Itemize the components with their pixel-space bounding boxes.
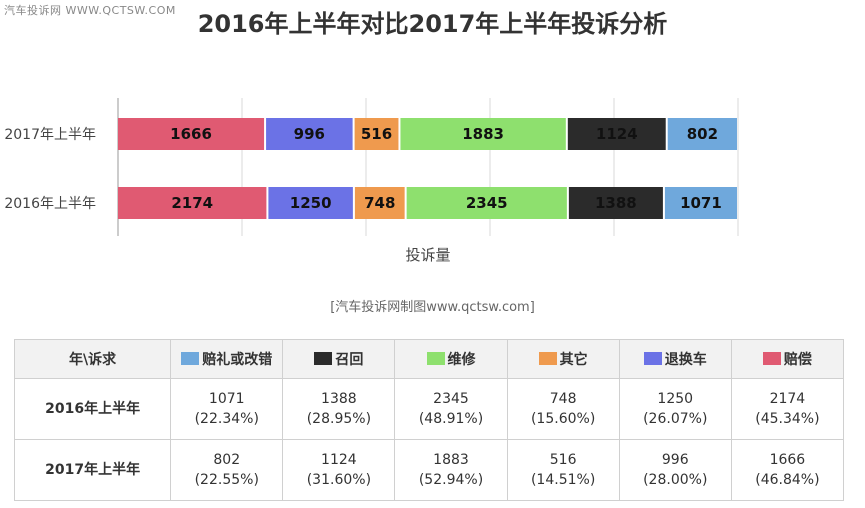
category-label: 2016年上半年 (4, 196, 96, 212)
legend-swatch (762, 352, 781, 365)
table-column-header: 赔偿 (730, 339, 845, 379)
cell-value: 1250 (657, 391, 694, 407)
bar-value-label: 1666 (170, 125, 212, 143)
chart-title: 2016年上半年对比2017年上半年投诉分析 (197, 10, 668, 38)
cell-value: 748 (549, 391, 577, 407)
cell-value: 1666 (769, 452, 806, 468)
column-label: 召回 (335, 352, 364, 368)
table-cell: 802 (22.55%) (170, 439, 284, 501)
bar-value-label: 1388 (595, 194, 637, 212)
cell-percent: (22.55%) (194, 472, 259, 488)
bar-segment (568, 187, 663, 219)
cell-percent: (26.07%) (643, 411, 708, 427)
bar-value-label: 516 (361, 125, 392, 143)
cell-percent: (31.60%) (306, 472, 372, 488)
bar-value-label: 1250 (290, 194, 332, 212)
cell-value: 1124 (321, 452, 357, 468)
legend-swatch (181, 352, 200, 365)
legend-swatch (643, 352, 662, 365)
bar-segment (400, 118, 566, 150)
table-row: 2017年上半年 802 (22.55%) 1124 (31.60%) 1883 (52.9… (13, 439, 845, 501)
bar-segment (567, 118, 666, 150)
table-cell: 748 (15.60%) (506, 378, 620, 440)
row-header: 2016年上半年 (13, 378, 172, 440)
bar-value-label: 2345 (466, 194, 508, 212)
table-cell: 2345 (48.91%) (394, 378, 508, 440)
bar-segment (354, 187, 405, 219)
cell-value: 2174 (769, 391, 806, 407)
legend-swatch (314, 352, 333, 365)
column-label: 退换车 (664, 352, 707, 368)
category-label: 2017年上半年 (4, 127, 96, 143)
bar-segment (118, 187, 267, 219)
source-caption: [汽车投诉网制图www.qctsw.com] (330, 300, 535, 315)
bar-segment (667, 118, 737, 150)
table-cell: 996 (28.00%) (618, 439, 732, 501)
table-corner-header: 年\诉求 (13, 339, 172, 379)
table-cell: 1666 (46.84%) (730, 439, 845, 501)
x-axis-label: 投诉量 (405, 246, 450, 264)
cell-percent: (52.94%) (418, 472, 484, 488)
table-cell: 1071 (22.34%) (170, 378, 284, 440)
bar-segment (406, 187, 567, 219)
bar-segment (354, 118, 399, 150)
table-cell: 516 (14.51%) (506, 439, 620, 501)
cell-percent: (28.95%) (306, 411, 372, 427)
column-label: 其它 (559, 352, 588, 368)
cell-percent: (22.34%) (194, 411, 259, 427)
row-header: 2017年上半年 (13, 439, 172, 501)
table-column-header: 其它 (506, 339, 620, 379)
bar-value-label: 748 (364, 194, 395, 212)
column-label: 维修 (447, 352, 476, 368)
bar-segment (118, 118, 265, 150)
table-cell: 2174 (45.34%) (730, 378, 845, 440)
cell-percent: (48.91%) (418, 411, 484, 427)
cell-percent: (14.51%) (530, 472, 596, 488)
table-column-header: 退换车 (618, 339, 732, 379)
table-column-header: 维修 (394, 339, 508, 379)
cell-value: 802 (213, 452, 241, 468)
bar-value-label: 1124 (596, 125, 638, 143)
cell-value: 1883 (433, 452, 469, 468)
cell-percent: (15.60%) (530, 411, 596, 427)
table-cell: 1250 (26.07%) (618, 378, 732, 440)
stacked-bar-chart: 1666 996 516 1883 1124 802 2017年上半年 2174 1250 748… (4, 98, 739, 264)
table-cell: 1883 (52.94%) (394, 439, 508, 501)
bar-value-label: 1071 (680, 194, 722, 212)
cell-value: 1388 (321, 391, 357, 407)
cell-percent: (28.00%) (643, 472, 708, 488)
cell-value: 996 (661, 452, 689, 468)
bar-value-label: 2174 (171, 194, 213, 212)
bar-segment (664, 187, 737, 219)
table-column-header: 赔礼或改错 (170, 339, 284, 379)
bar-segment (266, 118, 353, 150)
legend-swatch (426, 352, 445, 365)
cell-value: 1071 (208, 391, 245, 407)
bar-value-label: 802 (687, 125, 718, 143)
legend-swatch (538, 352, 557, 365)
table-column-header: 召回 (282, 339, 396, 379)
data-table: 年\诉求 赔礼或改错 召回 维修 其它 退换车 赔偿 2016年上半年 1071 (22.34… (13, 339, 845, 501)
cell-value: 516 (549, 452, 577, 468)
column-label: 赔礼或改错 (202, 352, 273, 368)
cell-percent: (46.84%) (755, 472, 820, 488)
cell-value: 2345 (433, 391, 469, 407)
bar-value-label: 1883 (462, 125, 504, 143)
watermark: 汽车投诉网 WWW.QCTSW.COM (4, 4, 176, 17)
table-row: 2016年上半年 1071 (22.34%) 1388 (28.95%) 2345 (48.… (13, 378, 845, 440)
table-cell: 1388 (28.95%) (282, 378, 396, 440)
bar-value-label: 996 (294, 125, 325, 143)
cell-percent: (45.34%) (755, 411, 820, 427)
column-label: 赔偿 (783, 352, 812, 368)
table-cell: 1124 (31.60%) (282, 439, 396, 501)
bar-segment (268, 187, 353, 219)
table-header-row: 年\诉求 赔礼或改错 召回 维修 其它 退换车 赔偿 (13, 339, 845, 379)
